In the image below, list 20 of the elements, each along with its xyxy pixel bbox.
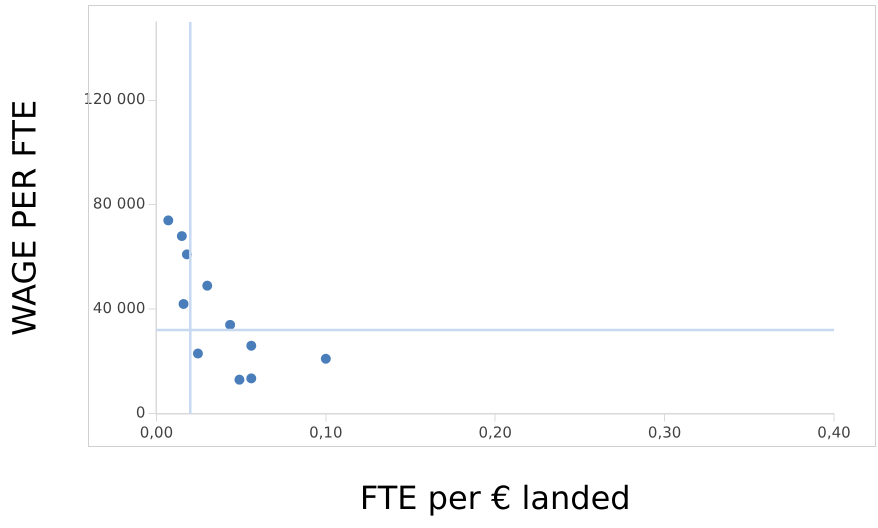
- x-tick-label: 0,00: [140, 423, 174, 442]
- point: [202, 280, 212, 291]
- point: [225, 320, 236, 330]
- x-tick-label: 0,10: [309, 423, 343, 442]
- point: [178, 298, 189, 309]
- point: [246, 373, 256, 384]
- y-tick-label: 0: [136, 403, 146, 422]
- y-tick-label: 80 000: [92, 194, 146, 213]
- x-tick-label: 0,20: [478, 423, 512, 442]
- point: [176, 231, 187, 242]
- point: [192, 348, 203, 359]
- point: [246, 340, 256, 351]
- point: [234, 374, 244, 385]
- y-tick-label: 40 000: [92, 299, 146, 318]
- point: [320, 354, 331, 364]
- x-axis-title: FTE per € landed: [360, 479, 631, 518]
- y-axis-title: WAGE PER FTE: [6, 100, 44, 336]
- x-tick-label: 0,30: [648, 423, 682, 442]
- point: [163, 215, 174, 226]
- x-tick-label: 0,40: [817, 423, 851, 442]
